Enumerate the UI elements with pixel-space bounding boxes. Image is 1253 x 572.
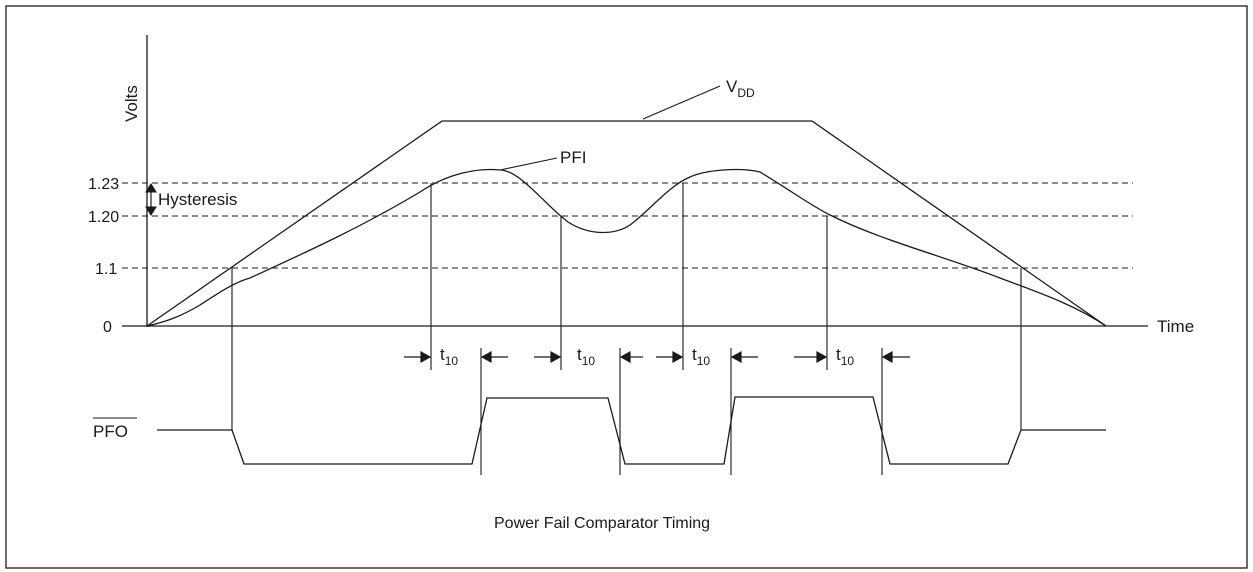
delay-arrow-right-3 [730,350,758,364]
delay-label-1: t10 [440,345,458,368]
delay-label-3: t10 [692,345,710,368]
delay-label-2-main: t [577,345,582,364]
delay-label-4-main: t [836,345,841,364]
delay-label-2: t10 [577,345,595,368]
diagram-caption: Power Fail Comparator Timing [494,515,710,532]
delay-arrow-right-1 [480,350,508,364]
event-lines [231,183,1022,475]
delay-label-2-sub: 10 [582,354,596,368]
delay-arrows [404,350,910,364]
delay-arrow-left-4 [794,350,828,364]
delay-label-4-sub: 10 [841,354,855,368]
delay-arrow-left-2 [534,350,562,364]
tick-label-1-20: 1.20 [88,209,119,226]
pfi-curve [146,168,1107,327]
diagram-border [5,5,1248,569]
delay-arrow-left-3 [656,350,684,364]
vdd-label: VDD [726,77,755,100]
delay-label-1-sub: 10 [445,354,459,368]
vdd-label-main: V [726,77,738,96]
delay-label-1-main: t [440,345,445,364]
delay-label-3-sub: 10 [697,354,711,368]
tick-label-1-1: 1.1 [95,261,117,278]
delay-arrow-right-4 [881,350,910,364]
delay-arrow-left-1 [404,350,432,364]
hysteresis-arrow [145,183,157,216]
delay-arrow-right-2 [619,350,643,364]
pfi-label: PFI [560,148,586,167]
y-axis-label: Volts [122,85,141,122]
tick-label-1-23: 1.23 [88,176,119,193]
delay-label-4: t10 [836,345,854,368]
vdd-leader-line [642,85,721,120]
x-axis-label: Time [1157,317,1194,336]
pfo-waveform [157,396,1106,465]
pfi-leader-line [499,157,558,171]
pfo-label: PFO [93,422,128,441]
delay-label-3-main: t [692,345,697,364]
hysteresis-label: Hysteresis [158,190,237,209]
vdd-label-sub: DD [737,86,755,100]
vdd-curve [146,120,1107,327]
tick-label-0: 0 [103,319,112,336]
